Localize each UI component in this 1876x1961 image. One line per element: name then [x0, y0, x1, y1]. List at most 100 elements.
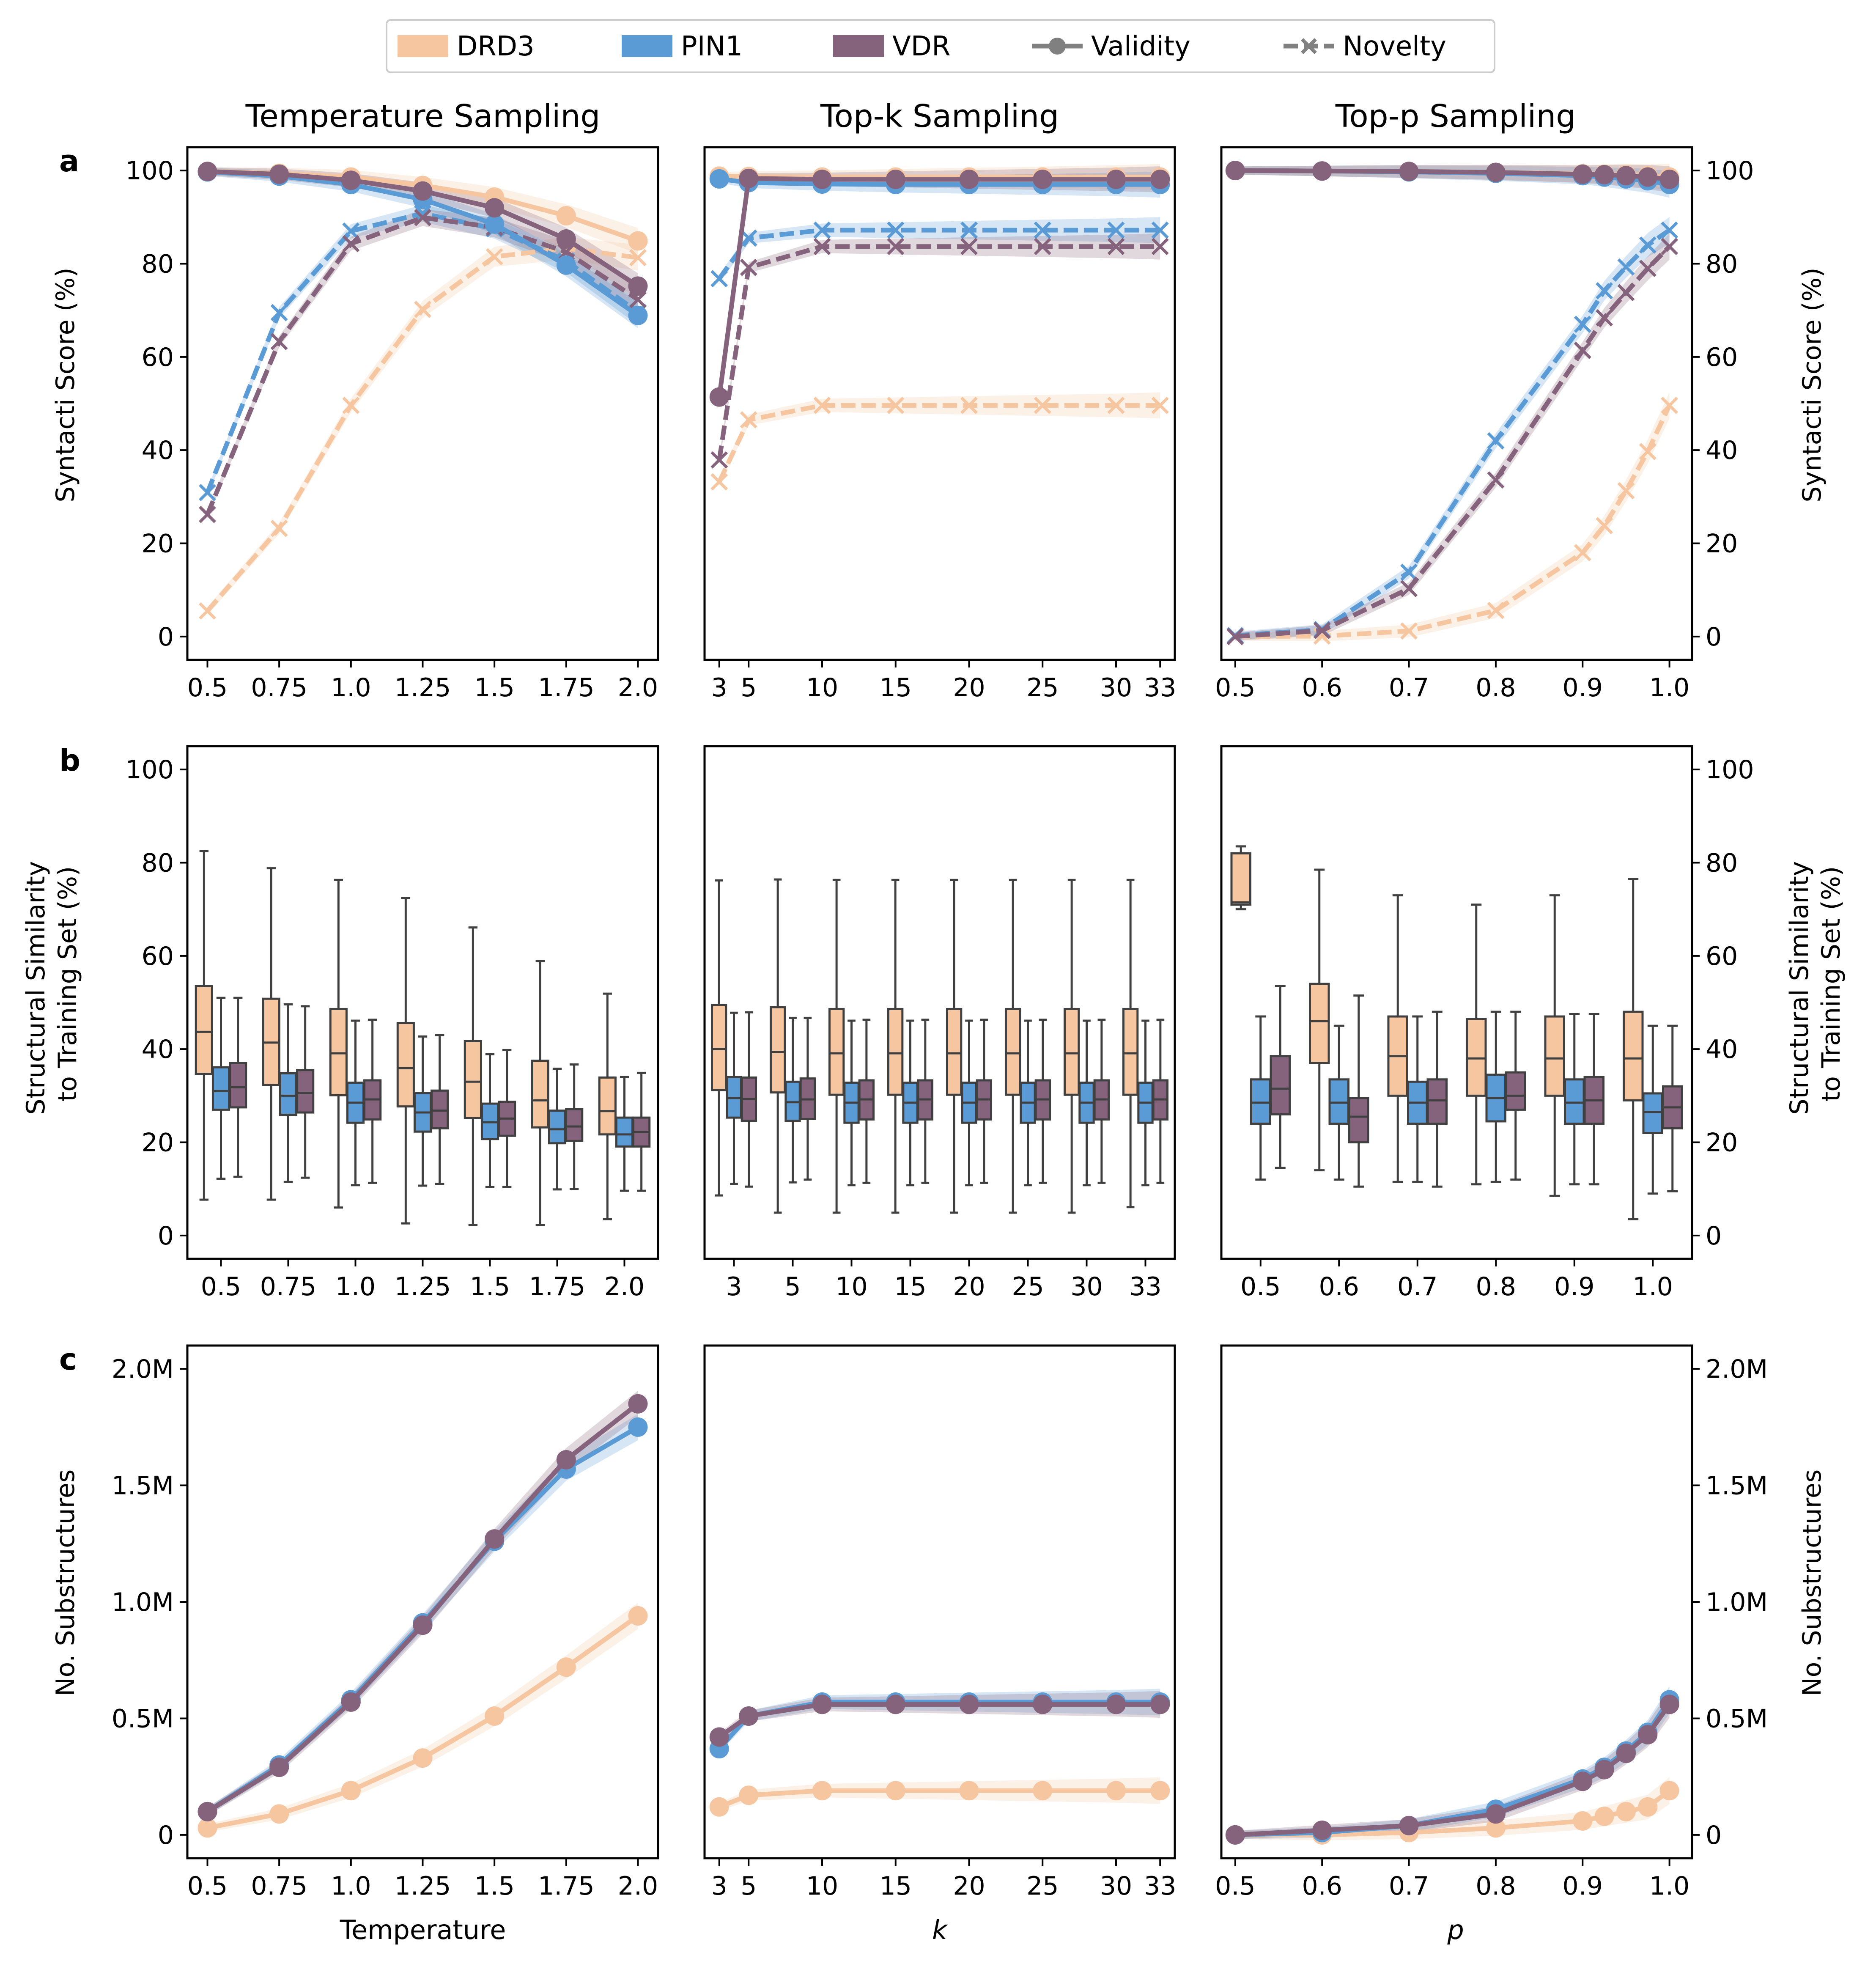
point-vdr-novelty-8 — [1661, 238, 1679, 255]
box-vdr-2 — [363, 1019, 382, 1184]
xtick-label: 15 — [880, 673, 912, 703]
point-pin1-novelty-0 — [199, 483, 216, 501]
point-pin1-novelty-3 — [887, 221, 905, 239]
box-drd3-5 — [1622, 878, 1644, 1220]
ytick-label: 2.0M — [1706, 1354, 1768, 1384]
point-vdr-novelty-4 — [1574, 341, 1591, 359]
xtick-label: 1.75 — [538, 1871, 595, 1901]
point-vdr-validity-1 — [1312, 161, 1332, 181]
box-body — [1230, 852, 1251, 906]
ytick-label: 0 — [1706, 1221, 1722, 1251]
point-drd3-substructures-3 — [413, 1748, 433, 1768]
box-drd3-0 — [195, 850, 213, 1201]
xtick-label: 15 — [880, 1871, 912, 1901]
xtick-label: 0.9 — [1563, 673, 1603, 703]
box-body — [1426, 1078, 1448, 1125]
box-drd3-2 — [828, 879, 845, 1214]
point-vdr-validity-4 — [959, 170, 979, 190]
xtick-label: 20 — [953, 673, 985, 703]
box-drd3-4 — [946, 879, 963, 1214]
xtick-label: 30 — [1100, 673, 1132, 703]
panel-b-topp: 0 20 40 60 80 100 0.5 0.6 0.7 0.8 0.9 1.0 — [1220, 745, 1754, 1302]
box-body — [279, 1072, 298, 1116]
box-vdr-0 — [229, 997, 247, 1178]
xtick-label: 1.5 — [474, 673, 514, 703]
ytick-label: 1.0M — [112, 1587, 174, 1617]
point-vdr-substructures-6 — [1106, 1695, 1126, 1714]
column-title-topk: Top-k Sampling — [820, 98, 1059, 135]
point-vdr-substructures-0 — [709, 1727, 729, 1747]
point-vdr-validity-5 — [1594, 165, 1614, 185]
point-vdr-novelty-1 — [270, 332, 288, 350]
ytick-label: 40 — [142, 436, 174, 465]
xtick-label: 0.8 — [1476, 1272, 1516, 1302]
box-body — [1122, 1008, 1139, 1096]
box-vdr-5 — [1034, 1019, 1051, 1184]
point-pin1-novelty-6 — [1617, 258, 1635, 276]
legend-entry-novelty: Novelty — [1284, 31, 1446, 62]
point-drd3-substructures-2 — [812, 1781, 832, 1801]
xtick-label: 1.0 — [1649, 673, 1689, 703]
point-pin1-novelty-0 — [710, 270, 728, 288]
box-vdr-3 — [431, 1034, 449, 1185]
xtick-label: 1.0 — [1633, 1272, 1673, 1302]
box-body — [548, 1110, 567, 1145]
point-vdr-novelty-3 — [887, 238, 905, 255]
box-vdr-1 — [1348, 994, 1369, 1188]
box-drd3-0 — [1230, 845, 1251, 911]
box-pin1-5 — [1020, 1019, 1036, 1186]
legend: DRD3 PIN1 VDR Validity Novelty — [386, 19, 1495, 73]
legend-entry-vdr: VDR — [833, 31, 951, 62]
ytick-label: 60 — [1706, 343, 1738, 372]
point-drd3-substructures-3 — [1486, 1818, 1506, 1838]
box-drd3-0 — [710, 879, 727, 1197]
point-drd3-substructures-6 — [1106, 1781, 1126, 1801]
xtick-label: 2.0 — [604, 1272, 645, 1302]
xtick-label: 10 — [806, 673, 838, 703]
xtick-label: 30 — [1070, 1272, 1103, 1302]
box-drd3-1 — [262, 867, 280, 1201]
box-body — [1348, 1097, 1369, 1144]
box-pin1-2 — [346, 1019, 365, 1186]
ytick-label: 1.0M — [1706, 1587, 1768, 1617]
point-drd3-validity-5 — [556, 206, 576, 225]
point-vdr-validity-2 — [1399, 162, 1419, 181]
point-drd3-substructures-2 — [341, 1781, 361, 1801]
point-drd3-novelty-2 — [342, 396, 360, 414]
point-vdr-substructures-5 — [1594, 1760, 1614, 1780]
band-pin1-novelty — [719, 217, 1160, 283]
point-drd3-novelty-6 — [1107, 396, 1125, 414]
point-drd3-validity-6 — [628, 231, 648, 251]
xtick-label: 0.9 — [1554, 1272, 1594, 1302]
xlabel-p: p — [1447, 1914, 1464, 1945]
ytick-label: 80 — [1706, 848, 1738, 878]
point-vdr-validity-3 — [1486, 162, 1506, 182]
point-vdr-substructures-1 — [1312, 1820, 1332, 1840]
panel-a-temperature: 0 20 40 60 80 100 0.5 0.75 1.0 1.25 1.5 1.75 2.0 — [125, 146, 659, 703]
panel-frame — [703, 745, 1176, 1260]
panel-a-topp: 0 20 40 60 80 100 0.5 0.6 0.7 0.8 0.9 1.0 — [1215, 146, 1754, 703]
point-drd3-substructures-5 — [1594, 1806, 1614, 1826]
box-body — [1622, 1011, 1644, 1101]
box-pin1-1 — [784, 1016, 801, 1184]
box-vdr-1 — [799, 1016, 816, 1181]
column-title-topp: Top-p Sampling — [1335, 98, 1576, 135]
point-pin1-validity-0 — [709, 169, 729, 189]
legend-patch-drd3 — [398, 35, 448, 57]
box-vdr-6 — [1093, 1019, 1110, 1184]
box-drd3-6 — [598, 992, 617, 1220]
point-vdr-validity-5 — [556, 229, 576, 249]
point-drd3-novelty-7 — [1151, 396, 1169, 414]
box-drd3-3 — [887, 879, 904, 1214]
series-line-vdr-novelty — [717, 244, 1160, 461]
box-drd3-6 — [1063, 879, 1080, 1214]
xtick-label: 0.8 — [1476, 1871, 1516, 1901]
point-drd3-substructures-8 — [1659, 1781, 1679, 1801]
box-body — [195, 985, 213, 1075]
box-body — [1328, 1078, 1350, 1125]
ytick-label: 0 — [158, 622, 174, 652]
xtick-label: 10 — [806, 1871, 838, 1901]
point-drd3-novelty-0 — [710, 473, 728, 491]
box-body — [229, 1062, 247, 1109]
box-pin1-0 — [726, 1011, 742, 1185]
